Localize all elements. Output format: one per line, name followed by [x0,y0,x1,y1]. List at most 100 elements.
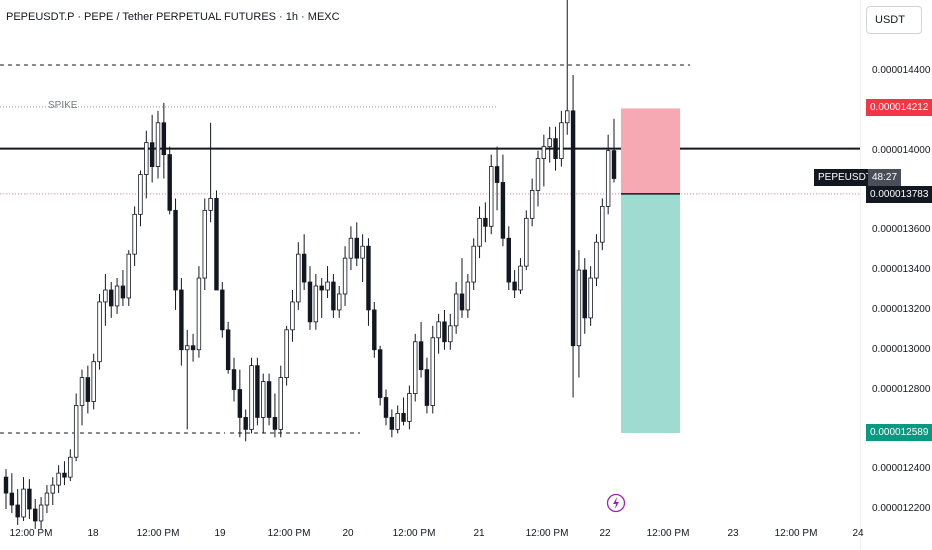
candle-body [477,217,482,247]
candle-body [38,504,44,522]
candle-body [372,309,377,351]
price-tick: 0.000014400 [872,65,931,76]
candle-body [494,166,500,183]
candle-body [120,285,126,299]
target-price-tag: 0.000012589 [866,424,932,441]
candle-body [465,281,471,311]
candle-body [85,377,91,402]
candle-body [605,150,611,207]
candle-body [342,257,348,295]
time-tick: 21 [473,528,485,539]
candle-body [424,369,430,406]
candle-body [33,508,38,522]
candle-body [565,110,570,124]
candle-body [202,209,207,279]
candle-body [91,361,96,402]
candle-body [576,269,582,347]
price-axis-separator [860,0,861,550]
price-tick: 0.000013200 [872,303,931,315]
price-tick: 0.000012200 [872,503,931,514]
time-tick: 12:00 PM [9,528,53,539]
symbol-tag: PEPEUSDT.P [814,169,885,186]
candle-body [79,377,85,406]
candle-body [220,289,225,331]
candle-body [103,289,108,303]
time-tick: 23 [727,528,739,539]
candle-body [126,253,131,299]
candle-body [547,138,552,148]
candle-body [114,285,120,307]
candle-body [524,217,529,267]
candle-body [161,122,167,156]
candle-body [68,456,73,478]
candle-body [155,122,161,167]
candle-body [21,488,26,518]
candle-body [296,253,301,303]
candle-body [266,381,272,418]
candle-body [319,285,324,291]
candle-body [535,158,541,191]
candle-body [348,237,354,259]
candle-body [278,377,283,430]
candle-body [407,393,412,422]
time-tick: 12:00 PM [392,528,436,539]
candle-body [377,349,383,398]
candle-body [15,504,20,518]
candle-body [272,417,278,430]
candle-body [442,321,447,343]
candle-body [354,237,359,259]
candle-body [243,417,248,430]
take-profit-zone [621,193,680,433]
candle-body [518,265,523,291]
candle-body [62,472,67,478]
candle-body [73,405,79,458]
candle-body [430,337,435,406]
time-tick: 12:00 PM [525,528,569,539]
candle-body [395,413,400,430]
candle-body [196,277,202,351]
candle-body [360,245,365,259]
candle-body [290,301,295,331]
candle-body [173,209,178,291]
candle-body [132,213,137,255]
candle-body [541,146,547,159]
candle-body [284,329,289,378]
candle-body [611,150,617,179]
lightning-icon[interactable] [606,493,626,513]
candle-body [448,325,453,343]
candle-body [301,253,307,283]
candle-body [325,281,330,291]
candle-body [3,476,9,494]
candle-body [459,293,465,311]
time-tick: 19 [214,528,226,539]
candle-body [418,341,424,371]
time-tick: 18 [87,528,99,539]
candle-body [138,174,143,215]
candle-body [331,281,336,311]
candle-body [588,277,593,319]
candle-body [413,341,418,394]
candle-body [453,293,459,327]
candle-body [56,472,61,486]
candle-body [44,492,50,506]
currency-selector[interactable]: USDT [866,6,922,34]
candle-body [50,484,55,494]
candle-body [225,329,231,371]
candle-body [167,154,172,211]
candle-body [255,365,260,418]
price-tick: 0.000014000 [872,144,931,156]
price-tick: 0.000012400 [872,463,931,475]
candle-body [231,369,237,390]
candle-body [594,241,599,279]
candle-body [214,198,219,291]
candle-body [97,301,102,363]
candle-body [582,269,587,319]
candle-body [401,413,406,422]
price-tick: 0.000013000 [872,343,931,355]
candle-body [190,345,196,351]
time-tick: 12:00 PM [646,528,690,539]
candle-body [436,321,441,339]
price-tick: 0.000012800 [872,383,931,395]
candle-body [9,492,15,506]
